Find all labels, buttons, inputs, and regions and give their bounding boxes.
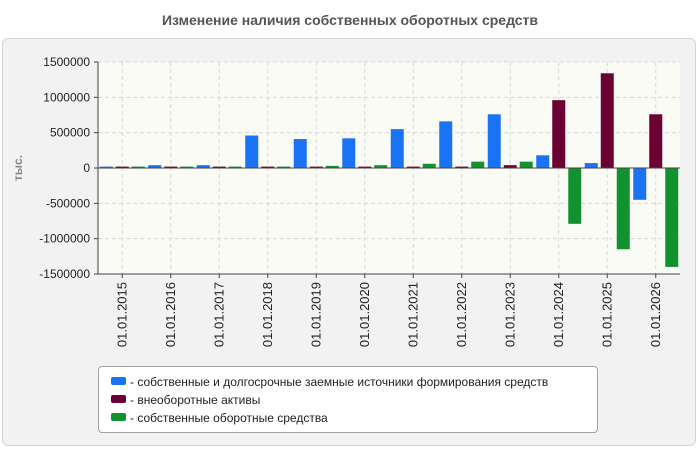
bar-series-0 xyxy=(390,129,404,168)
bar-series-2 xyxy=(180,166,194,168)
bar-series-0 xyxy=(633,168,647,200)
bar-series-1 xyxy=(406,166,420,168)
bar-series-0 xyxy=(584,163,598,168)
bar-series-1 xyxy=(649,114,663,168)
bar-series-1 xyxy=(261,166,275,168)
bar-series-0 xyxy=(148,165,162,168)
bar-series-1 xyxy=(455,166,469,168)
y-tick-label: -1500000 xyxy=(39,267,90,281)
y-tick-label: 1500000 xyxy=(43,55,90,69)
bar-series-0 xyxy=(245,135,259,168)
bar-series-2 xyxy=(325,165,339,168)
chart-title: Изменение наличия собственных оборотных … xyxy=(161,12,539,28)
bar-series-0 xyxy=(536,155,550,168)
y-tick-label: -1000000 xyxy=(39,232,90,246)
bar-series-1 xyxy=(115,166,129,168)
legend-item-noncurrent-assets[interactable]: - внеоборотные активы xyxy=(111,392,597,410)
y-tick-label: 500000 xyxy=(50,126,90,140)
bar-series-2 xyxy=(616,168,630,250)
legend-label-working-capital: - собственные оборотные средства xyxy=(130,410,328,425)
bar-series-1 xyxy=(503,165,517,168)
legend-swatch-noncurrent-assets xyxy=(111,394,126,403)
legend-item-sources[interactable]: - собственные и долгосрочные заемные ист… xyxy=(111,374,597,392)
bar-series-1 xyxy=(212,166,226,168)
legend: - собственные и долгосрочные заемные ист… xyxy=(98,366,598,433)
y-axis-label: тыс. xyxy=(11,155,25,181)
bar-series-2 xyxy=(471,161,485,168)
legend-label-sources: - собственные и долгосрочные заемные ист… xyxy=(130,374,549,389)
bar-series-1 xyxy=(164,166,178,168)
x-tick-label: 01.01.2024 xyxy=(551,282,566,347)
x-tick-label: 01.01.2019 xyxy=(308,282,323,347)
legend-label-noncurrent-assets: - внеоборотные активы xyxy=(130,392,261,407)
bar-series-0 xyxy=(293,139,307,168)
x-tick-label: 01.01.2021 xyxy=(405,282,420,347)
bar-series-2 xyxy=(228,166,242,168)
bar-series-1 xyxy=(600,73,614,168)
x-tick-label: 01.01.2020 xyxy=(357,282,372,347)
x-tick-label: 01.01.2022 xyxy=(454,282,469,347)
bar-series-2 xyxy=(277,166,291,168)
bar-series-2 xyxy=(374,165,388,168)
y-tick-label: 0 xyxy=(83,161,90,175)
bar-series-2 xyxy=(519,161,533,168)
bar-series-0 xyxy=(99,166,113,168)
x-tick-label: 01.01.2026 xyxy=(648,282,663,347)
x-tick-label: 01.01.2023 xyxy=(502,282,517,347)
bar-series-1 xyxy=(552,100,566,168)
bar-series-0 xyxy=(196,165,210,168)
bar-series-0 xyxy=(342,138,356,168)
x-tick-label: 01.01.2016 xyxy=(163,282,178,347)
bar-series-2 xyxy=(665,168,679,267)
x-tick-label: 01.01.2025 xyxy=(599,282,614,347)
legend-swatch-sources xyxy=(111,376,126,385)
x-tick-label: 01.01.2015 xyxy=(114,282,129,347)
legend-swatch-working-capital xyxy=(111,412,126,421)
bar-series-1 xyxy=(309,166,323,168)
bar-series-2 xyxy=(131,166,145,168)
x-tick-label: 01.01.2017 xyxy=(211,282,226,347)
bar-series-1 xyxy=(358,166,372,168)
bar-series-2 xyxy=(568,168,582,224)
y-tick-label: -500000 xyxy=(46,196,90,210)
legend-item-working-capital[interactable]: - собственные оборотные средства xyxy=(111,410,597,428)
x-tick-label: 01.01.2018 xyxy=(260,282,275,347)
bar-series-0 xyxy=(439,121,453,168)
bar-series-2 xyxy=(422,163,436,168)
y-tick-label: 1000000 xyxy=(43,90,90,104)
bar-series-0 xyxy=(487,114,501,168)
